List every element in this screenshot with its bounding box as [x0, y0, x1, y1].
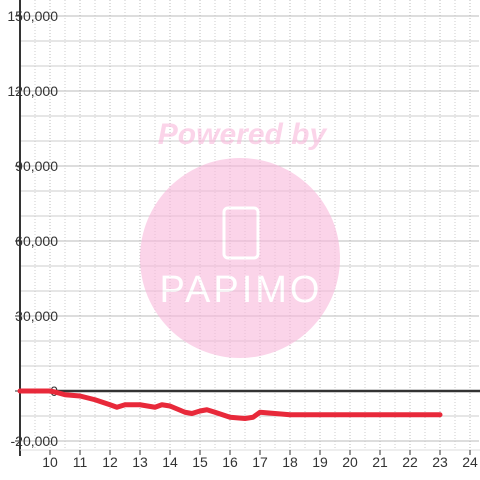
x-tick-label: 14 [162, 454, 178, 470]
x-tick-label: 20 [342, 454, 358, 470]
x-tick-label: 12 [102, 454, 118, 470]
y-tick-label: 90,000 [15, 158, 58, 174]
watermark-brand: PAPIMO [160, 269, 323, 311]
data-line [17, 388, 443, 421]
x-tick-label: 15 [192, 454, 208, 470]
x-tick-label: 11 [73, 454, 88, 470]
y-tick-label: 60,000 [15, 233, 58, 249]
x-tick-label: 21 [372, 454, 388, 470]
x-tick-label: 16 [222, 454, 238, 470]
y-tick-label: -20,000 [11, 433, 59, 449]
x-tick-label: 22 [402, 454, 418, 470]
watermark-icon [222, 206, 260, 260]
x-tick-label: 24 [462, 454, 478, 470]
x-tick-label: 18 [282, 454, 298, 470]
y-tick-label: 120,000 [7, 83, 58, 99]
x-tick-label: 23 [432, 454, 448, 470]
x-tick-label: 17 [252, 454, 268, 470]
watermark-top: Powered by [158, 118, 328, 151]
x-tick-label: 10 [42, 454, 58, 470]
y-tick-label: 30,000 [15, 308, 58, 324]
x-tick-label: 13 [132, 454, 148, 470]
watermark: Powered by PAPIMO [140, 118, 340, 358]
x-tick-label: 19 [312, 454, 328, 470]
y-tick-label: 150,000 [7, 8, 58, 24]
